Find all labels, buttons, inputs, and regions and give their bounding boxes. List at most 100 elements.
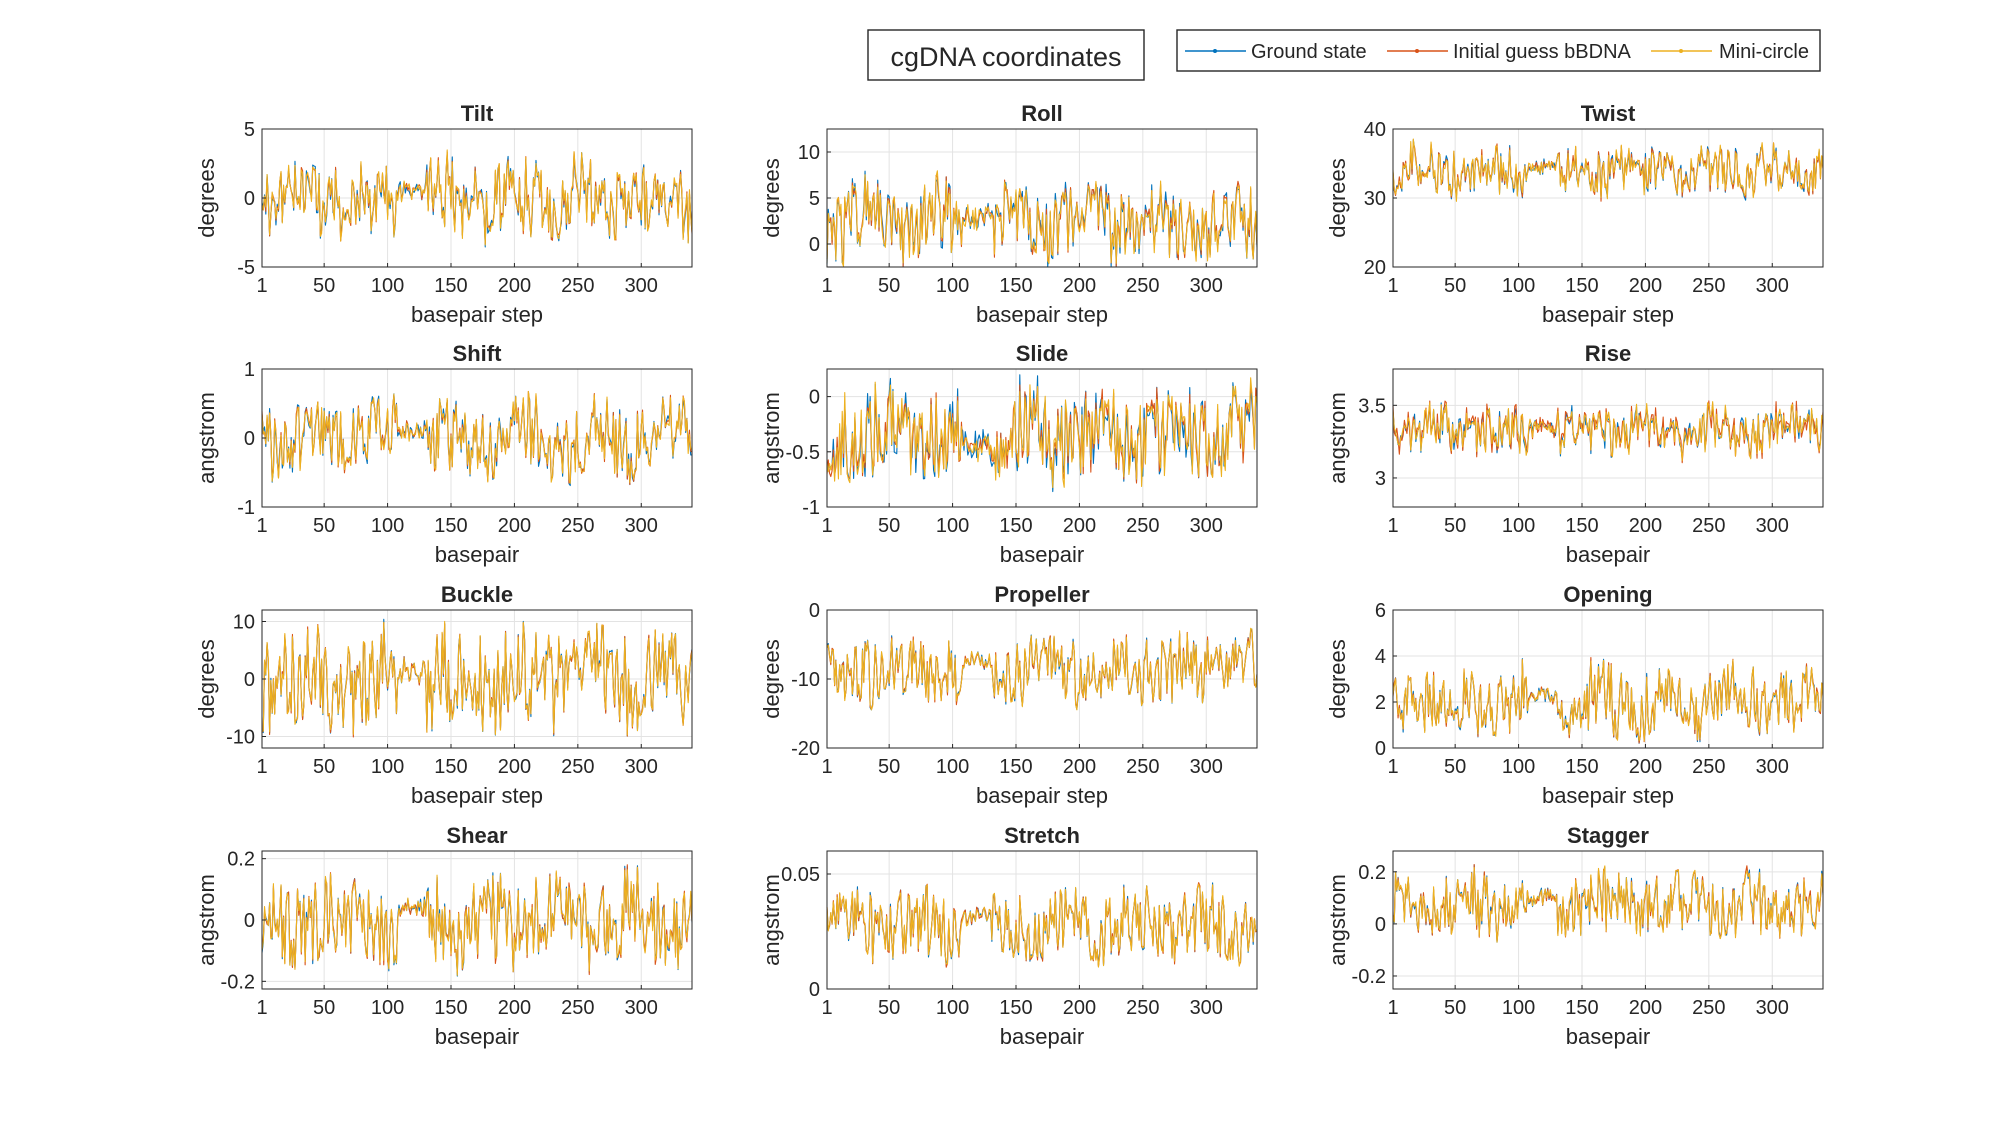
figure-title: cgDNA coordinates (867, 29, 1145, 81)
shear-xtick-label: 200 (498, 997, 531, 1019)
shift-title: Shift (453, 341, 503, 366)
panel-propeller: 1 50 100 150 200 250 300-20-100Propellerbasepa… (759, 582, 1258, 808)
stagger-xtick-label: 100 (1502, 997, 1535, 1019)
opening-ytick-label: 6 (1375, 600, 1386, 622)
shear-xtick-label: 300 (625, 997, 658, 1019)
twist-xtick-label: 50 (1444, 275, 1466, 297)
shift-xtick-label: 300 (625, 515, 658, 537)
propeller-xtick-label: 200 (1063, 756, 1096, 778)
roll-ylabel: degrees (759, 158, 784, 238)
opening-xtick-label: 250 (1692, 756, 1725, 778)
propeller-xtick-label: 300 (1190, 756, 1223, 778)
slide-ytick-label: -1 (802, 497, 820, 519)
tilt-xtick-label: 1 (256, 275, 267, 297)
stretch-xtick-label: 250 (1126, 997, 1159, 1019)
propeller-xlabel: basepair step (976, 783, 1108, 808)
twist-title: Twist (1581, 101, 1636, 126)
tilt-ytick-label: 5 (244, 119, 255, 141)
shear-xlabel: basepair (435, 1024, 519, 1049)
roll-xtick-label: 150 (999, 275, 1032, 297)
legend: Ground state Initial guess bBDNA Mini-ci… (1176, 29, 1821, 72)
buckle-xtick-label: 50 (313, 756, 335, 778)
rise-xtick-label: 1 (1387, 515, 1398, 537)
stagger-ylabel: angstrom (1325, 874, 1350, 966)
twist-ytick-label: 40 (1364, 119, 1386, 141)
panel-shift: 1 50 100 150 200 250 300-101Shiftbasepairangst… (194, 341, 693, 567)
stretch-xtick-label: 50 (878, 997, 900, 1019)
shift-ytick-label: 1 (244, 359, 255, 381)
propeller-ylabel: degrees (759, 639, 784, 719)
stagger-ytick-label: -0.2 (1352, 966, 1386, 988)
twist-ylabel: degrees (1325, 158, 1350, 238)
tilt-xtick-label: 200 (498, 275, 531, 297)
stagger-xtick-label: 1 (1387, 997, 1398, 1019)
stagger-series-mini-circle (1392, 865, 1824, 943)
panel-stagger: 1 50 100 150 200 250 300-0.200.2Staggerbasepai… (1325, 823, 1824, 1049)
propeller-xtick-label: 250 (1126, 756, 1159, 778)
buckle-xtick-label: 200 (498, 756, 531, 778)
shift-xtick-label: 150 (434, 515, 467, 537)
stretch-xtick-label: 100 (936, 997, 969, 1019)
slide-ytick-label: -0.5 (786, 442, 820, 464)
twist-ytick-label: 20 (1364, 257, 1386, 279)
roll-ytick-label: 0 (809, 234, 820, 256)
twist-xtick-label: 200 (1629, 275, 1662, 297)
propeller-series-mini-circle (826, 627, 1258, 711)
tilt-ytick-label: 0 (244, 188, 255, 210)
stagger-xtick-label: 250 (1692, 997, 1725, 1019)
roll-title: Roll (1021, 101, 1063, 126)
tilt-xtick-label: 150 (434, 275, 467, 297)
rise-series-mini-circle (1392, 401, 1824, 461)
buckle-series-mini-circle (261, 620, 693, 736)
rise-xtick-label: 100 (1502, 515, 1535, 537)
rise-xtick-label: 250 (1692, 515, 1725, 537)
rise-title: Rise (1585, 341, 1631, 366)
tilt-xlabel: basepair step (411, 302, 543, 327)
roll-series-mini-circle (826, 170, 1258, 267)
stretch-title: Stretch (1004, 823, 1080, 848)
tilt-ytick-label: -5 (237, 257, 255, 279)
roll-xtick-label: 200 (1063, 275, 1096, 297)
tilt-ylabel: degrees (194, 158, 219, 238)
propeller-xtick-label: 100 (936, 756, 969, 778)
legend-marker-ground-state (1213, 49, 1217, 53)
rise-ytick-label: 3 (1375, 468, 1386, 490)
roll-ytick-label: 5 (809, 188, 820, 210)
roll-ytick-label: 10 (798, 142, 820, 164)
buckle-xtick-label: 300 (625, 756, 658, 778)
panel-shear: 1 50 100 150 200 250 300-0.200.2Shearbasepaira… (194, 823, 693, 1049)
stagger-xtick-label: 50 (1444, 997, 1466, 1019)
stagger-ytick-label: 0.2 (1358, 862, 1386, 884)
panel-stretch: 1 50 100 150 200 250 30000.05Stretchbasepairan… (759, 823, 1258, 1049)
slide-series-mini-circle (826, 377, 1258, 489)
slide-xtick-label: 250 (1126, 515, 1159, 537)
slide-xtick-label: 1 (821, 515, 832, 537)
legend-marker-initial-guess (1415, 49, 1419, 53)
roll-xtick-label: 100 (936, 275, 969, 297)
slide-title: Slide (1016, 341, 1069, 366)
stretch-xtick-label: 150 (999, 997, 1032, 1019)
shift-xtick-label: 50 (313, 515, 335, 537)
propeller-ytick-label: -10 (791, 669, 820, 691)
propeller-xtick-label: 50 (878, 756, 900, 778)
shear-series-mini-circle (261, 866, 693, 976)
slide-xlabel: basepair (1000, 542, 1084, 567)
opening-title: Opening (1563, 582, 1652, 607)
twist-series-mini-circle (1392, 138, 1824, 202)
shear-xtick-label: 50 (313, 997, 335, 1019)
slide-axes-box (826, 368, 1258, 508)
rise-xtick-label: 50 (1444, 515, 1466, 537)
slide-ytick-label: 0 (809, 387, 820, 409)
tilt-series-mini-circle (261, 149, 693, 246)
tilt-xtick-label: 100 (371, 275, 404, 297)
twist-xtick-label: 250 (1692, 275, 1725, 297)
opening-xlabel: basepair step (1542, 783, 1674, 808)
panel-slide: 1 50 100 150 200 250 300-1-0.50Slidebasepairan… (759, 341, 1258, 567)
tilt-xtick-label: 250 (561, 275, 594, 297)
roll-xtick-label: 50 (878, 275, 900, 297)
stretch-ylabel: angstrom (759, 874, 784, 966)
stagger-title: Stagger (1567, 823, 1649, 848)
